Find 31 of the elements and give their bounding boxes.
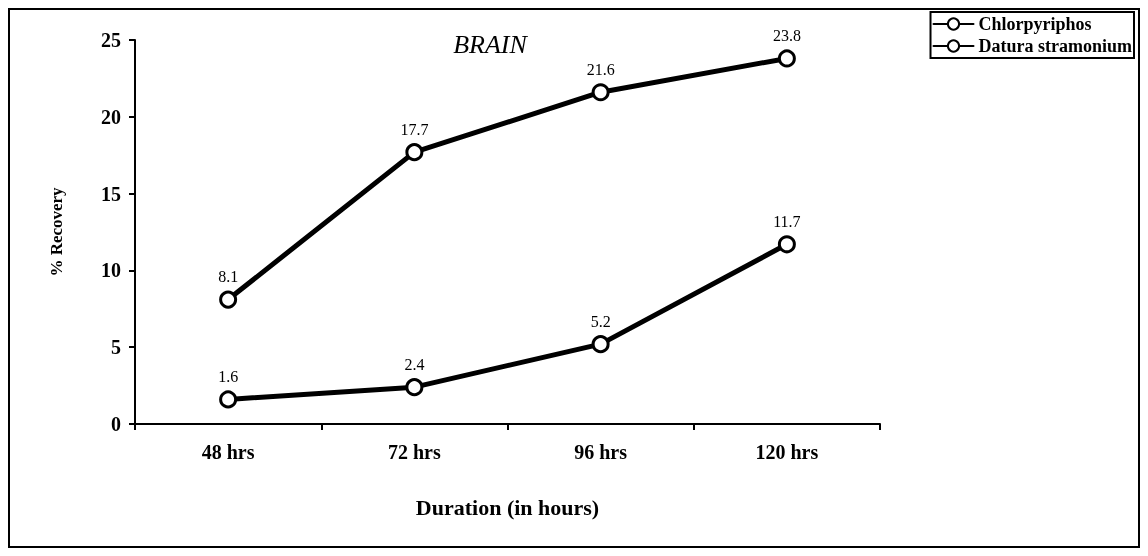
data-label: 11.7 <box>773 212 801 230</box>
point <box>777 49 796 68</box>
y-tick-label: 25 <box>101 29 121 51</box>
y-tick-label: 0 <box>111 413 121 435</box>
data-label: 23.8 <box>772 26 801 44</box>
data-label: 1.6 <box>218 367 239 385</box>
legend-label: Datura stramonium <box>978 36 1133 56</box>
point <box>219 390 238 409</box>
y-tick-label: 10 <box>101 259 121 282</box>
x-tick-label: 48 hrs <box>201 441 255 463</box>
point <box>405 378 424 397</box>
y-axis-title: % Recovery <box>47 186 66 277</box>
data-label: 2.4 <box>404 355 425 373</box>
point <box>219 290 238 309</box>
x-tick-label: 120 hrs <box>755 441 819 463</box>
chart-title: BRAIN <box>453 29 529 59</box>
point <box>591 83 610 102</box>
y-tick-label: 5 <box>111 336 121 359</box>
point <box>591 335 610 354</box>
x-tick-label: 96 hrs <box>574 441 628 463</box>
x-tick-label: 72 hrs <box>387 441 441 463</box>
y-tick-label: 15 <box>101 182 121 205</box>
x-axis-title: Duration (in hours) <box>415 494 600 520</box>
data-label: 5.2 <box>590 312 611 330</box>
data-label: 17.7 <box>400 120 429 138</box>
y-tick-label: 20 <box>101 105 121 128</box>
legend-label: Chlorpyriphos <box>978 14 1092 34</box>
point <box>777 235 796 254</box>
data-label: 21.6 <box>586 60 615 78</box>
data-label: 8.1 <box>218 268 239 286</box>
point <box>405 143 424 162</box>
